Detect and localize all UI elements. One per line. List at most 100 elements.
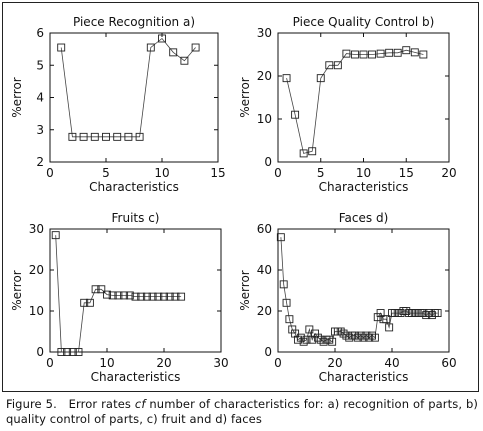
chart-d-data-point bbox=[402, 307, 411, 315]
chart-d-data-point bbox=[362, 331, 371, 340]
chart-a-series-line bbox=[60, 37, 196, 138]
chart-c-y-axis-label: %error bbox=[10, 270, 24, 311]
chart-d-data-point bbox=[279, 280, 288, 289]
chart-d-x-tick-label: 20 bbox=[327, 356, 342, 370]
chart-d-data-point bbox=[419, 309, 428, 317]
chart-a-data-point bbox=[135, 132, 144, 141]
chart-d-data-point bbox=[376, 309, 385, 317]
chart-c-data-point bbox=[68, 348, 77, 356]
chart-d-data-point bbox=[425, 309, 433, 317]
chart-a-x-tick-label: 15 bbox=[210, 166, 225, 180]
chart-c-y-tick-label: 10 bbox=[29, 304, 44, 318]
chart-b-y-tick-label: 20 bbox=[257, 69, 272, 83]
chart-d-x-axis-label: Characteristics bbox=[319, 370, 409, 384]
chart-d-data-point bbox=[373, 313, 382, 322]
chart-c-data-point bbox=[125, 291, 134, 300]
chart-d-y-axis-label: %error bbox=[238, 270, 252, 311]
chart-a-data-point bbox=[169, 48, 178, 57]
chart-b-data-point bbox=[385, 48, 394, 57]
chart-d-data-point bbox=[433, 309, 442, 317]
chart-b-data-point bbox=[359, 50, 368, 59]
chart-d-data-point bbox=[365, 333, 374, 342]
chart-d-data-point bbox=[382, 315, 391, 324]
caption-italic: cf bbox=[134, 397, 146, 411]
chart-d-x-tick-label: 60 bbox=[441, 356, 456, 370]
chart-d-data-point bbox=[325, 335, 334, 344]
chart-b-y-tick-label: 30 bbox=[257, 26, 272, 40]
chart-d-data-point bbox=[427, 311, 436, 320]
chart-b-x-tick-label: 5 bbox=[317, 166, 325, 180]
chart-c-data-point bbox=[177, 292, 186, 301]
chart-b-data-point bbox=[316, 74, 325, 83]
figure-caption: Figure 5. Error rates cf number of chara… bbox=[6, 397, 478, 427]
caption-text-after: number of characteristics for: a) recogn… bbox=[6, 397, 482, 426]
chart-a-x-tick-label: 0 bbox=[46, 166, 54, 180]
figure-svg: 0 5 10 15 2 3 4 5 6 Piece Recognition a) Character… bbox=[10, 15, 457, 384]
chart-d-data-point bbox=[311, 329, 319, 338]
chart-c-data-point bbox=[160, 292, 168, 301]
chart-c-data-point bbox=[51, 231, 60, 240]
chart-c-data-point bbox=[97, 285, 106, 294]
chart-b-data-point bbox=[299, 149, 308, 158]
chart-b-x-tick-label: 0 bbox=[274, 166, 282, 180]
chart-d-y-tick-label: 60 bbox=[257, 222, 272, 236]
chart-b-data-point bbox=[325, 61, 334, 70]
chart-b-y-axis-label: %error bbox=[238, 77, 252, 118]
chart-a-data-point bbox=[113, 132, 122, 141]
chart-d-data-point bbox=[351, 331, 359, 340]
chart-d-axes-frame bbox=[277, 228, 450, 353]
chart-d-data-point bbox=[305, 325, 314, 334]
chart-b-series-line bbox=[286, 49, 424, 154]
chart-a-y-tick-label: 6 bbox=[36, 26, 44, 40]
chart-c-data-point bbox=[80, 298, 89, 307]
chart-d-data-point bbox=[336, 327, 345, 336]
chart-b-data-point bbox=[308, 147, 317, 156]
chart-a-data-point bbox=[68, 132, 77, 141]
chart-d-data-point bbox=[313, 333, 322, 342]
caption-label: Figure 5. bbox=[6, 397, 57, 411]
chart-d-x-tick-label: 40 bbox=[384, 356, 399, 370]
chart-b-y-tick-label: 0 bbox=[264, 155, 272, 169]
chart-c-data-point bbox=[57, 348, 66, 356]
chart-c-data-point bbox=[103, 290, 111, 299]
chart-c-data-point bbox=[154, 292, 163, 301]
chart-c-data-point bbox=[171, 292, 180, 301]
chart-a-data-point bbox=[158, 34, 166, 43]
chart-a-x-tick-label: 10 bbox=[154, 166, 169, 180]
chart-c-y-tick-label: 20 bbox=[29, 263, 44, 277]
chart-d-y-tick-label: 0 bbox=[264, 345, 272, 359]
chart-a-data-point bbox=[102, 132, 110, 141]
chart-c-data-point bbox=[137, 292, 146, 301]
chart-a-data-point bbox=[191, 43, 200, 52]
chart-d-data-point bbox=[385, 323, 394, 332]
chart-b-axes-frame bbox=[277, 32, 450, 163]
chart-c-x-tick-label: 20 bbox=[156, 356, 171, 370]
chart-b-data-point bbox=[291, 110, 300, 119]
chart-a-data-point bbox=[146, 43, 155, 52]
chart-c-data-point bbox=[74, 348, 83, 356]
chart-d-data-point bbox=[299, 337, 308, 346]
chart-d-data-point bbox=[294, 335, 302, 344]
chart-c-series-line bbox=[55, 235, 182, 353]
chart-b-x-tick-label: 10 bbox=[356, 166, 371, 180]
chart-b-data-point bbox=[419, 50, 428, 59]
chart-c-x-axis-label: Characteristics bbox=[91, 370, 181, 384]
chart-d-data-point bbox=[356, 331, 365, 340]
chart-a-y-axis-label: %error bbox=[10, 77, 24, 118]
chart-a-title: Piece Recognition a) bbox=[73, 15, 195, 29]
chart-d-data-point bbox=[396, 309, 405, 317]
chart-b-data-point bbox=[351, 50, 359, 59]
chart-d-title: Faces d) bbox=[339, 211, 389, 225]
chart-d-data-point bbox=[302, 335, 311, 344]
chart-c-data-point bbox=[85, 298, 94, 307]
chart-c-data-point bbox=[108, 291, 117, 300]
chart-a-data-point bbox=[124, 132, 133, 141]
chart-a-y-tick-label: 3 bbox=[36, 123, 44, 137]
chart-d-data-point bbox=[353, 333, 362, 342]
chart-d-y-tick-label: 20 bbox=[257, 304, 272, 318]
caption-text-before: Error rates bbox=[56, 397, 135, 411]
chart-c-y-tick-label: 30 bbox=[29, 222, 44, 236]
chart-d-data-point bbox=[328, 337, 337, 346]
chart-c-data-point bbox=[148, 292, 157, 301]
chart-c-title: Fruits c) bbox=[112, 211, 160, 225]
